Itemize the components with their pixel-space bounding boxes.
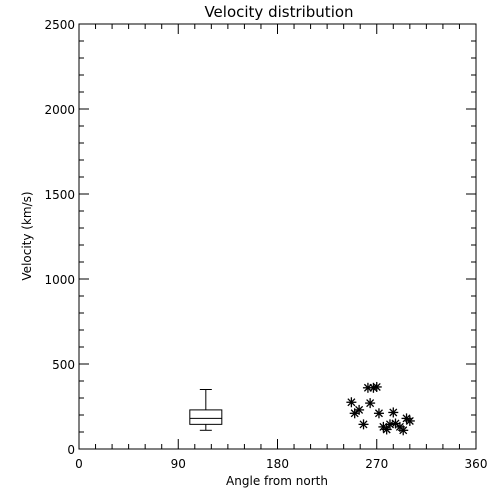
- y-tick-label: 0: [67, 443, 75, 457]
- chart-title: Velocity distribution: [204, 3, 353, 21]
- data-point: [349, 408, 360, 419]
- data-point: [365, 398, 376, 409]
- y-tick-label: 2000: [44, 103, 75, 117]
- data-point: [354, 404, 365, 415]
- x-tick-label: 0: [75, 457, 83, 471]
- x-tick-label: 180: [266, 457, 289, 471]
- box-plot: [189, 389, 223, 431]
- data-point: [404, 415, 415, 426]
- scatter-points: [346, 381, 415, 436]
- y-tick-label: 1000: [44, 273, 75, 287]
- data-point: [398, 425, 409, 436]
- y-axis-label: Velocity (km/s): [20, 191, 34, 280]
- axis-ticks: [78, 23, 477, 450]
- x-tick-label: 270: [365, 457, 388, 471]
- y-tick-label: 500: [52, 358, 75, 372]
- box-iqr: [189, 409, 223, 425]
- y-tick-label: 1500: [44, 188, 75, 202]
- data-point: [358, 419, 369, 430]
- x-axis-label: Angle from north: [226, 474, 328, 488]
- x-tick-label: 90: [171, 457, 186, 471]
- data-point: [381, 424, 392, 435]
- data-point: [346, 397, 357, 408]
- data-point: [373, 408, 384, 419]
- y-tick-label: 2500: [44, 18, 75, 32]
- x-tick-labels: 0 90 180 270 360: [75, 457, 487, 471]
- y-tick-labels: 0 500 1000 1500 2000 2500: [44, 18, 75, 457]
- data-point: [371, 381, 382, 392]
- x-tick-label: 360: [465, 457, 488, 471]
- plot-frame: [78, 23, 477, 450]
- data-point: [388, 407, 399, 418]
